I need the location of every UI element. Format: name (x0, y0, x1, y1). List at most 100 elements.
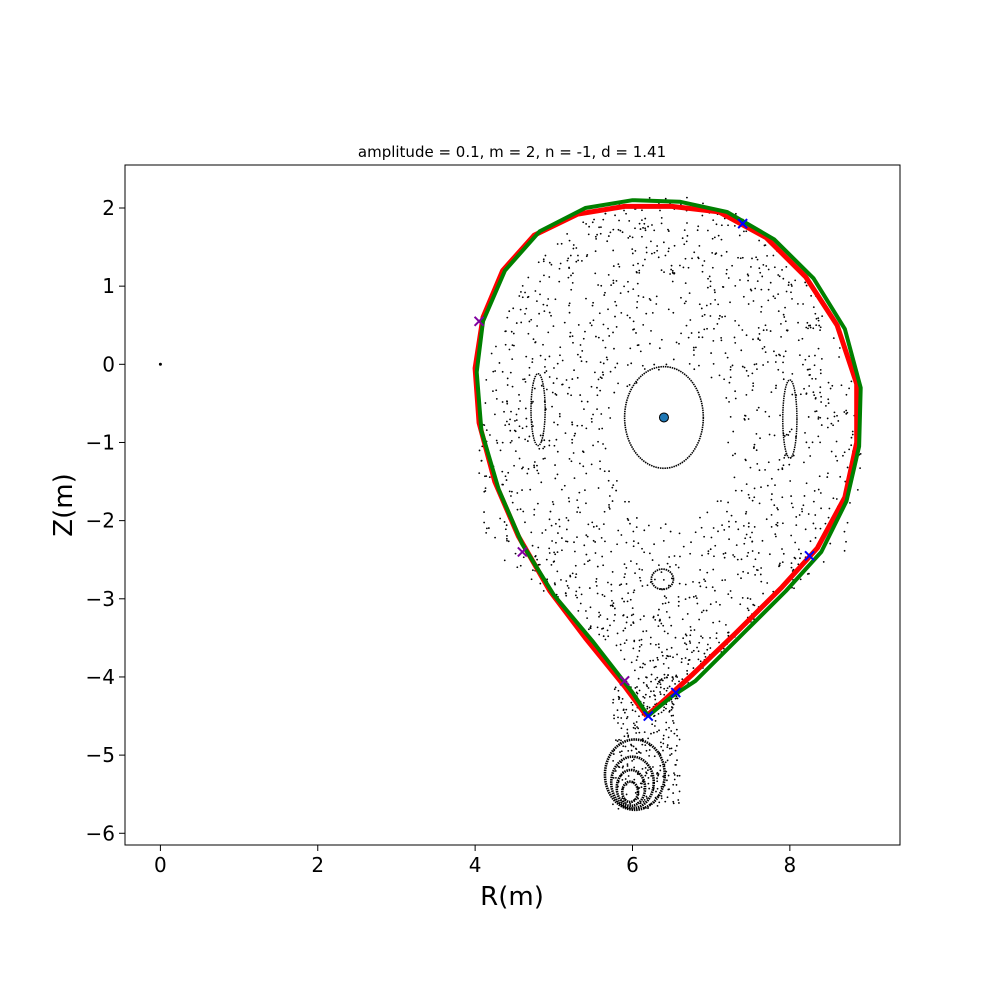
scatter-point (667, 788, 670, 791)
scatter-point (613, 688, 616, 691)
scatter-point (629, 522, 631, 525)
scatter-point (627, 775, 630, 777)
scatter-point (582, 221, 585, 224)
scatter-point (567, 276, 570, 279)
scatter-point (781, 269, 783, 271)
scatter-point (611, 604, 614, 607)
scatter-point (782, 464, 785, 467)
scatter-point (598, 633, 601, 636)
scatter-point (634, 227, 636, 230)
scatter-point (761, 275, 764, 278)
scatter-point (727, 634, 730, 637)
scatter-point (720, 254, 723, 257)
scatter-point (555, 438, 558, 441)
y-tick-label: 1 (102, 274, 115, 298)
scatter-point (586, 617, 589, 620)
y-tick-label: −4 (86, 665, 115, 689)
scatter-point (846, 411, 849, 414)
scatter-point (624, 573, 626, 575)
scatter-point (665, 728, 668, 731)
scatter-point (654, 618, 657, 621)
scatter-point (682, 545, 685, 548)
scatter-point (684, 598, 687, 600)
scatter-point (646, 705, 649, 708)
scatter-point (599, 376, 602, 379)
x-point-marker (517, 546, 528, 558)
x-point-marker (737, 218, 748, 229)
scatter-point (578, 586, 581, 589)
scatter-point (649, 636, 652, 639)
scatter-point (660, 217, 663, 219)
scatter-point (699, 569, 702, 571)
scatter-point (778, 275, 781, 278)
scatter-point (657, 614, 659, 617)
scatter-point (663, 687, 666, 690)
scatter-point (735, 544, 738, 547)
scatter-point (782, 371, 784, 374)
scatter-point (483, 511, 485, 513)
scatter-point (760, 288, 763, 291)
scatter-point (639, 802, 642, 805)
scatter-point (671, 706, 674, 709)
scatter-point (480, 459, 483, 462)
scatter-point (779, 562, 781, 565)
scatter-point (724, 352, 727, 355)
scatter-point (725, 397, 728, 399)
scatter-point (614, 366, 617, 369)
scatter-point (832, 424, 835, 427)
scatter-point (636, 726, 638, 728)
scatter-point (656, 787, 659, 790)
scatter-point (639, 228, 642, 230)
chart-title: amplitude = 0.1, m = 2, n = -1, d = 1.41 (358, 143, 666, 161)
scatter-point (626, 732, 629, 735)
scatter-point (619, 229, 622, 232)
scatter-point (752, 300, 755, 302)
scatter-point (799, 578, 802, 581)
scatter-point (756, 463, 759, 465)
scatter-point (558, 280, 561, 283)
scatter-point (757, 326, 760, 329)
scatter-point (741, 329, 744, 331)
scatter-point (663, 706, 666, 709)
scatter-point (589, 627, 592, 630)
scatter-point (634, 791, 637, 794)
scatter-point (494, 413, 496, 416)
scatter-point (727, 501, 729, 504)
scatter-point (768, 433, 771, 436)
scatter-point (559, 354, 561, 357)
scatter-point (745, 533, 748, 536)
scatter-point (810, 294, 813, 297)
scatter-point (671, 280, 674, 283)
scatter-point (697, 650, 700, 653)
scatter-point (645, 312, 648, 315)
scatter-point (602, 627, 605, 630)
scatter-point (832, 337, 835, 340)
scatter-point (548, 355, 551, 358)
scatter-point (843, 411, 846, 413)
scatter-point (692, 346, 695, 349)
scatter-point (663, 271, 665, 274)
scatter-point (599, 614, 602, 616)
scatter-point (674, 697, 677, 700)
scatter-point (544, 365, 546, 368)
scatter-point (701, 336, 704, 339)
scatter-point (525, 307, 528, 310)
scatter-point (636, 306, 638, 309)
scatter-point (729, 301, 731, 304)
scatter-point (687, 663, 690, 665)
scatter-point (503, 410, 505, 413)
scatter-point (662, 578, 665, 581)
scatter-point (737, 256, 739, 259)
scatter-point (666, 744, 669, 746)
scatter-point (630, 701, 633, 704)
scatter-point (765, 265, 768, 267)
scatter-point (629, 316, 631, 319)
scatter-point (600, 226, 602, 228)
scatter-point (722, 286, 725, 288)
scatter-point (812, 500, 815, 503)
scatter-point (766, 582, 769, 584)
scatter-point (596, 565, 599, 568)
scatter-point (749, 598, 752, 600)
scatter-point (771, 493, 773, 495)
scatter-point (506, 539, 508, 542)
